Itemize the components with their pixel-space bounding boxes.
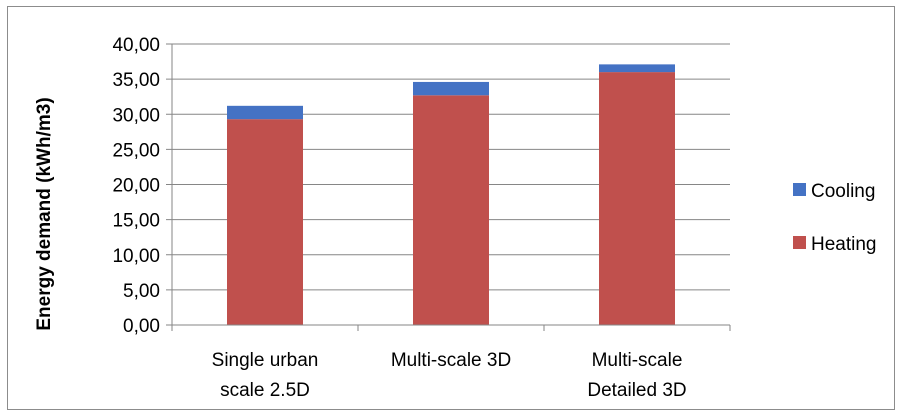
legend-swatch-cooling <box>793 183 806 196</box>
legend: Cooling Heating <box>793 181 877 255</box>
y-tick-label: 10,00 <box>112 246 160 267</box>
y-tick-label: 5,00 <box>123 281 160 302</box>
x-category-label: Single urban <box>212 350 319 371</box>
y-tick-label: 15,00 <box>112 211 160 232</box>
y-tick-label: 20,00 <box>112 176 160 197</box>
axes <box>166 43 731 331</box>
y-tick-label: 30,00 <box>112 105 160 126</box>
y-tick-label: 25,00 <box>112 140 160 161</box>
y-tick-label: 35,00 <box>112 70 160 91</box>
legend-label-cooling: Cooling <box>811 181 875 202</box>
bar-cooling <box>413 81 489 96</box>
y-tick-label: 0,00 <box>123 316 160 337</box>
bar-heating <box>599 72 675 325</box>
x-category-label: scale 2.5D <box>220 380 310 401</box>
y-tick-labels: 0,00 5,00 10,00 15,00 20,00 25,00 30,00 35,00 40… <box>112 35 160 337</box>
bar-cooling <box>599 64 675 73</box>
y-axis-title: Energy demand (kWh/m3) <box>34 97 55 330</box>
bar-cooling <box>227 105 303 120</box>
y-tick-label: 40,00 <box>112 35 160 56</box>
bars <box>227 64 675 325</box>
bar-heating <box>413 95 489 325</box>
bar-heating <box>227 119 303 325</box>
legend-label-heating: Heating <box>811 234 877 255</box>
legend-swatch-heating <box>793 236 806 249</box>
x-category-label: Multi-scale 3D <box>391 350 511 371</box>
x-category-label: Multi-scale <box>592 350 683 371</box>
x-category-label: Detailed 3D <box>587 380 686 401</box>
x-category-labels: Single urban scale 2.5D Multi-scale 3D Mult… <box>212 350 687 401</box>
